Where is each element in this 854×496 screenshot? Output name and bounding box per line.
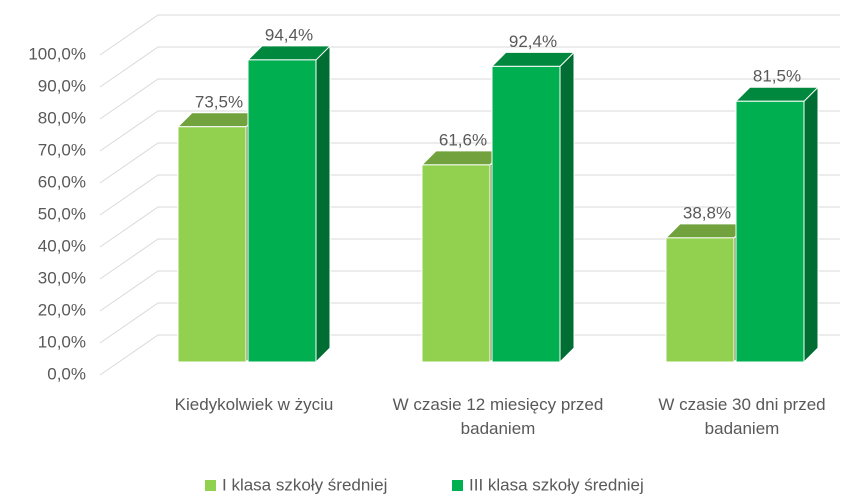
grid-line [99, 78, 840, 120]
bar-top [490, 51, 576, 67]
bar-top [246, 45, 332, 61]
bar [734, 85, 820, 364]
bar-side [803, 85, 819, 364]
x-tick-label: W czasie 12 miesięcy przed badaniem [392, 395, 604, 438]
grid-line [99, 238, 840, 280]
grid-line [99, 302, 840, 344]
bar [490, 51, 576, 364]
x-tick-label: Kiedykolwiek w życiu [174, 395, 334, 414]
data-label: 38,8% [683, 203, 731, 222]
bar-front [491, 65, 561, 363]
bar-side [315, 44, 331, 364]
grid-line [99, 142, 840, 184]
grid-line [99, 270, 840, 312]
y-tick-label: 70,0% [38, 140, 86, 159]
data-label: 92,4% [509, 32, 557, 51]
grid-line [99, 46, 840, 88]
bar-side [559, 51, 575, 364]
y-tick-label: 90,0% [38, 76, 86, 95]
bar-front [247, 59, 317, 363]
y-tick-label: 100,0% [28, 44, 86, 63]
legend-swatch [452, 480, 463, 491]
bar [246, 44, 332, 364]
legend-label: I klasa szkoły średniej [222, 475, 387, 494]
y-tick-label: 80,0% [38, 108, 86, 127]
grid-line [99, 334, 840, 376]
bar-front [177, 126, 247, 363]
y-tick-label: 60,0% [38, 172, 86, 191]
bar-front [421, 164, 491, 363]
data-label: 73,5% [195, 92, 243, 111]
y-tick-label: 20,0% [38, 300, 86, 319]
grid-line [99, 206, 840, 248]
data-label: 61,6% [439, 130, 487, 149]
grid-line [99, 110, 840, 152]
y-tick-label: 0,0% [47, 364, 86, 383]
y-tick-label: 30,0% [38, 268, 86, 287]
legend-swatch [205, 480, 216, 491]
y-tick-label: 50,0% [38, 204, 86, 223]
bar-front [735, 100, 805, 363]
y-tick-label: 10,0% [38, 332, 86, 351]
data-label: 81,5% [753, 67, 801, 86]
bar-front [665, 237, 735, 363]
grid-line [99, 174, 840, 216]
x-tick-label: W czasie 30 dni przed badaniem [658, 395, 826, 438]
data-label: 94,4% [265, 25, 313, 44]
grid-line [99, 14, 840, 56]
bar-top [734, 86, 820, 102]
y-tick-label: 40,0% [38, 236, 86, 255]
legend-label: III klasa szkoły średniej [469, 475, 644, 494]
